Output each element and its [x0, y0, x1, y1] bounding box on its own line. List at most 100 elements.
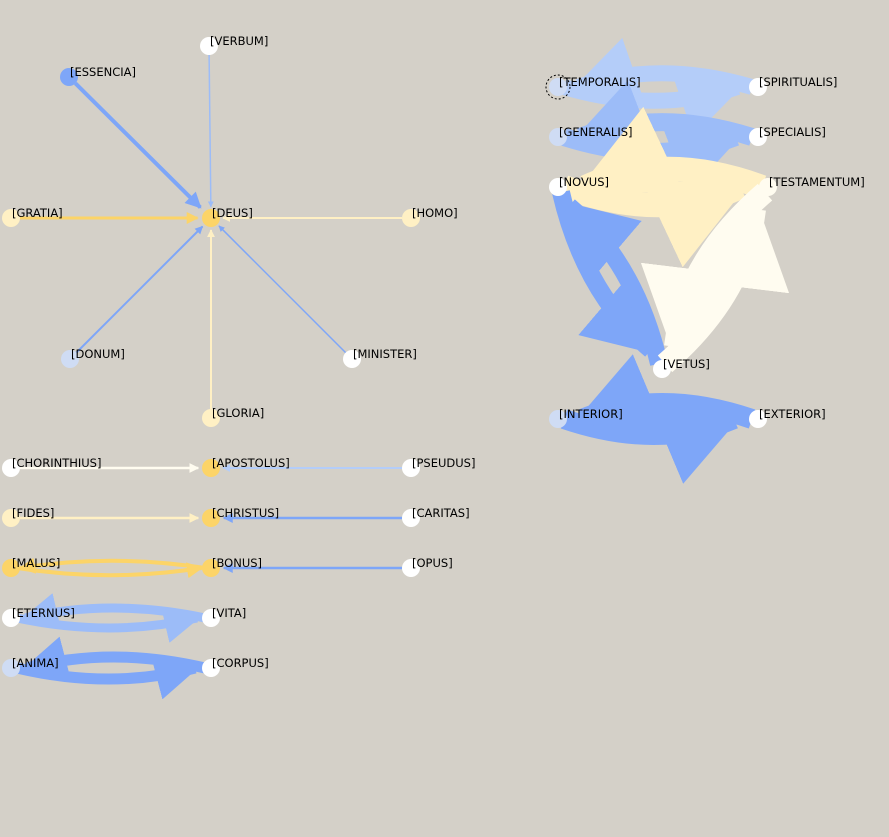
node-christus[interactable]: [CHRISTUS]	[202, 506, 279, 527]
node-vita[interactable]: [VITA]	[202, 606, 246, 627]
node-chorinthius-label: [CHORINTHIUS]	[12, 456, 101, 470]
node-generalis[interactable]: [GENERALIS]	[549, 125, 633, 146]
node-spiritualis-dot[interactable]	[749, 78, 767, 96]
node-exterior-label: [EXTERIOR]	[759, 407, 826, 421]
node-temporalis-dot[interactable]	[549, 78, 567, 96]
node-corpus[interactable]: [CORPUS]	[202, 656, 269, 677]
node-exterior-dot[interactable]	[749, 410, 767, 428]
node-fides-dot[interactable]	[2, 509, 20, 527]
node-bonus-label: [BONUS]	[212, 556, 262, 570]
node-pseudus[interactable]: [PSEUDUS]	[402, 456, 475, 477]
node-apostolus-dot[interactable]	[202, 459, 220, 477]
node-chorinthius[interactable]: [CHORINTHIUS]	[2, 456, 101, 477]
node-fides[interactable]: [FIDES]	[2, 506, 54, 527]
node-vetus-label: [VETUS]	[663, 357, 710, 371]
node-testamentum[interactable]: [TESTAMENTUM]	[759, 175, 865, 196]
node-malus[interactable]: [MALUS]	[2, 556, 60, 577]
edge-minister-deus	[218, 225, 347, 354]
node-temporalis[interactable]: [TEMPORALIS]	[545, 74, 641, 100]
node-eternus-label: [ETERNUS]	[12, 606, 75, 620]
node-novus-dot[interactable]	[549, 178, 567, 196]
node-anima-label: [ANIMA]	[12, 656, 59, 670]
node-homo-label: [HOMO]	[412, 206, 458, 220]
node-caritas-dot[interactable]	[402, 509, 420, 527]
node-interior-label: [INTERIOR]	[559, 407, 623, 421]
node-gratia[interactable]: [GRATIA]	[2, 206, 63, 227]
edge-testamentum-vetus-reverse	[657, 200, 790, 373]
node-homo[interactable]: [HOMO]	[402, 206, 458, 227]
node-apostolus[interactable]: [APOSTOLUS]	[202, 456, 290, 477]
node-specialis[interactable]: [SPECIALIS]	[749, 125, 826, 146]
node-christus-dot[interactable]	[202, 509, 220, 527]
node-vetus-dot[interactable]	[653, 360, 671, 378]
edge-malus-bonus-reverse	[19, 557, 206, 574]
node-temporalis-selection-ring	[545, 74, 571, 100]
node-caritas[interactable]: [CARITAS]	[402, 506, 470, 527]
node-generalis-dot[interactable]	[549, 128, 567, 146]
node-donum-label: [DONUM]	[71, 347, 125, 361]
node-spiritualis-label: [SPIRITUALIS]	[759, 75, 837, 89]
node-opus[interactable]: [OPUS]	[402, 556, 453, 577]
node-donum-dot[interactable]	[61, 350, 79, 368]
node-eternus-dot[interactable]	[2, 609, 20, 627]
node-interior[interactable]: [INTERIOR]	[549, 407, 623, 428]
node-donum[interactable]: [DONUM]	[61, 347, 125, 368]
node-testamentum-label: [TESTAMENTUM]	[769, 175, 865, 189]
node-christus-label: [CHRISTUS]	[212, 506, 279, 520]
node-deus[interactable]: [DEUS]	[202, 206, 253, 227]
node-gloria-label: [GLORIA]	[212, 406, 264, 420]
node-exterior[interactable]: [EXTERIOR]	[749, 407, 826, 428]
node-verbum-label: [VERBUM]	[210, 34, 268, 48]
node-gratia-dot[interactable]	[2, 209, 20, 227]
node-pseudus-dot[interactable]	[402, 459, 420, 477]
node-layer: [VERBUM] [ESSENCIA] [DEUS] [GRATIA] [HOMO] [D…	[2, 34, 865, 677]
node-gloria[interactable]: [GLORIA]	[202, 406, 264, 427]
node-bonus[interactable]: [BONUS]	[202, 556, 262, 577]
node-corpus-dot[interactable]	[202, 659, 220, 677]
node-anima[interactable]: [ANIMA]	[2, 656, 59, 677]
node-specialis-label: [SPECIALIS]	[759, 125, 826, 139]
node-anima-dot[interactable]	[2, 659, 20, 677]
node-deus-label: [DEUS]	[212, 206, 253, 220]
node-malus-label: [MALUS]	[12, 556, 60, 570]
node-spiritualis[interactable]: [SPIRITUALIS]	[749, 75, 837, 96]
node-minister-dot[interactable]	[343, 350, 361, 368]
node-vita-dot[interactable]	[202, 609, 220, 627]
node-chorinthius-dot[interactable]	[2, 459, 20, 477]
edge-novus-testamentum-reverse	[576, 106, 767, 199]
edge-malus-bonus	[16, 562, 203, 579]
node-essencia-label: [ESSENCIA]	[70, 65, 136, 79]
node-vetus[interactable]: [VETUS]	[653, 357, 710, 378]
node-vita-label: [VITA]	[212, 606, 246, 620]
node-malus-dot[interactable]	[2, 559, 20, 577]
node-gratia-label: [GRATIA]	[12, 206, 63, 220]
node-specialis-dot[interactable]	[749, 128, 767, 146]
node-bonus-dot[interactable]	[202, 559, 220, 577]
node-apostolus-label: [APOSTOLUS]	[212, 456, 290, 470]
node-pseudus-label: [PSEUDUS]	[412, 456, 475, 470]
node-eternus[interactable]: [ETERNUS]	[2, 606, 75, 627]
node-novus-label: [NOVUS]	[559, 175, 609, 189]
node-essencia-dot[interactable]	[60, 68, 78, 86]
node-gloria-dot[interactable]	[202, 409, 220, 427]
node-testamentum-dot[interactable]	[759, 178, 777, 196]
node-deus-dot[interactable]	[202, 209, 220, 227]
node-verbum[interactable]: [VERBUM]	[200, 34, 268, 55]
edge-eternus-vita-reverse	[21, 593, 206, 629]
edge-novus-testamentum	[559, 175, 750, 268]
node-essencia[interactable]: [ESSENCIA]	[60, 65, 136, 86]
node-novus[interactable]: [NOVUS]	[549, 175, 609, 196]
node-opus-label: [OPUS]	[412, 556, 453, 570]
node-homo-dot[interactable]	[402, 209, 420, 227]
edge-donum-deus	[75, 225, 204, 354]
node-verbum-dot[interactable]	[200, 37, 218, 55]
edge-verbum-deus	[207, 54, 214, 208]
node-interior-dot[interactable]	[549, 410, 567, 428]
node-fides-label: [FIDES]	[12, 506, 54, 520]
node-minister[interactable]: [MINISTER]	[343, 347, 417, 368]
node-opus-dot[interactable]	[402, 559, 420, 577]
node-generalis-label: [GENERALIS]	[559, 125, 633, 139]
edge-novus-vetus-reverse	[563, 199, 668, 366]
node-corpus-label: [CORPUS]	[212, 656, 269, 670]
